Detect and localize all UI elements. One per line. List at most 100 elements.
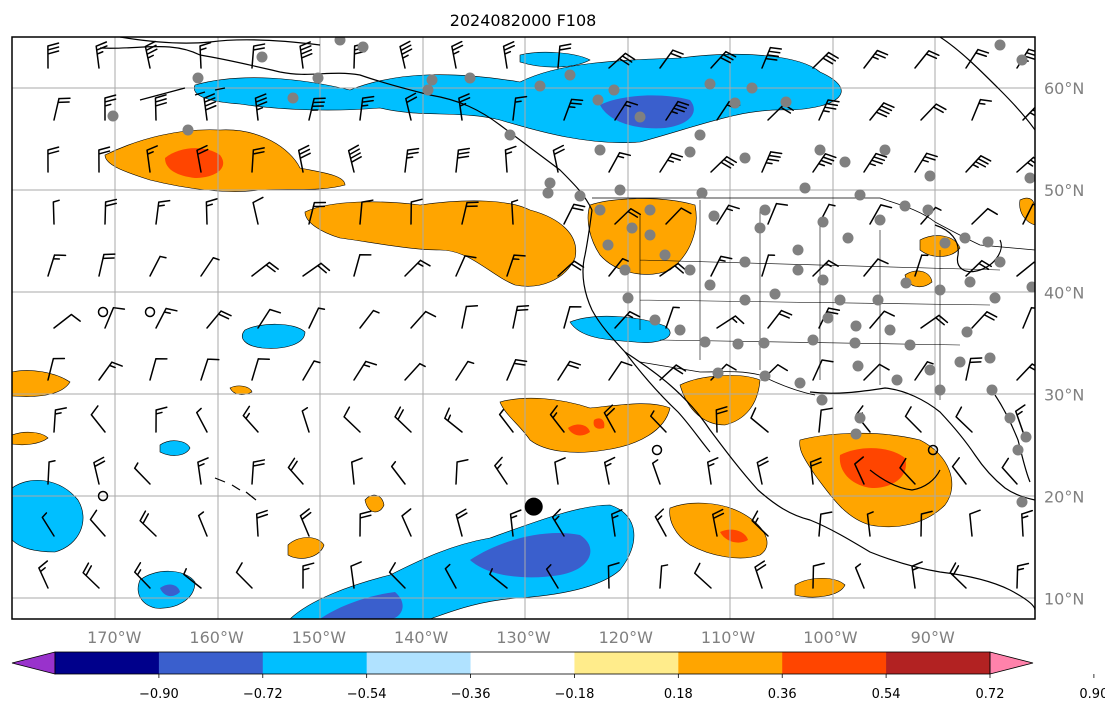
station-dot	[994, 256, 1006, 268]
wind-barb	[350, 457, 363, 485]
anomaly-orange-west-edge	[12, 370, 71, 446]
wind-barb	[716, 204, 740, 225]
lon-tick-label: 160°W	[189, 628, 244, 647]
station-dot	[696, 187, 708, 199]
wind-barb	[251, 43, 266, 69]
anomaly-red-subtropics	[568, 418, 605, 436]
wind-barb	[949, 562, 967, 589]
wind-barb	[195, 407, 208, 433]
wind-barb	[710, 155, 738, 173]
station-dot	[674, 324, 686, 336]
colorbar-tick-label: 0.18	[664, 687, 693, 702]
wind-barb	[82, 562, 100, 589]
station-dot	[924, 170, 936, 182]
wind-barb	[444, 563, 457, 589]
anomaly-red-eastpac	[720, 529, 748, 543]
wind-barb	[818, 99, 840, 121]
station-dot	[904, 339, 916, 351]
wind-barb	[1016, 261, 1035, 277]
station-dot	[357, 41, 369, 53]
station-dot	[989, 292, 1001, 304]
colorbar-segment	[366, 652, 472, 674]
station-dot	[649, 314, 661, 326]
wind-barb	[301, 407, 310, 433]
wind-barb	[308, 201, 327, 225]
colorbar-tick-label: −0.18	[555, 687, 595, 702]
station-dot	[934, 384, 946, 396]
wind-barb	[710, 50, 737, 69]
station-dot	[739, 294, 751, 306]
anomaly-orange-edge-north	[1019, 197, 1035, 226]
station-dot	[614, 184, 626, 196]
wind-barb	[390, 460, 406, 485]
wind-barb	[47, 42, 60, 69]
wind-barb	[812, 51, 839, 69]
station-dot	[619, 264, 631, 276]
wind-barb	[95, 41, 108, 69]
wind-barb	[1014, 404, 1026, 433]
wind-barb	[920, 103, 947, 121]
station-dot	[312, 72, 324, 84]
colorbar-segment	[470, 652, 575, 674]
station-dot	[834, 294, 846, 306]
wind-barb	[506, 254, 526, 277]
station-dot	[799, 182, 811, 194]
wind-barb	[651, 459, 661, 485]
wind-barb	[200, 257, 220, 277]
wind-barb	[608, 257, 629, 277]
wind-barb	[818, 511, 833, 537]
station-dot	[699, 336, 711, 348]
wind-barb	[863, 152, 888, 173]
wind-barb	[359, 309, 380, 329]
station-dot	[1004, 412, 1016, 424]
wind-barb	[155, 307, 178, 329]
station-dot	[769, 288, 781, 300]
wind-barb	[394, 406, 412, 433]
lat-tick-label: 30°N	[1044, 385, 1084, 404]
lat-tick-label: 40°N	[1044, 283, 1084, 302]
wind-barb	[1022, 306, 1035, 329]
wind-barb	[455, 360, 475, 381]
station-dot	[708, 210, 720, 222]
wind-barb	[149, 255, 167, 277]
wind-barb	[654, 508, 667, 537]
wind-barb	[502, 41, 516, 69]
anomaly-blue-southwest-core	[160, 584, 180, 597]
anomaly-blue-tail	[519, 51, 591, 68]
station-dot	[1026, 281, 1035, 293]
station-dot	[739, 256, 751, 268]
wind-barb	[359, 510, 372, 537]
border-canada	[592, 197, 1035, 251]
wind-barb	[359, 199, 374, 225]
wind-barb	[297, 144, 311, 173]
station-dot	[422, 84, 434, 96]
wind-barb	[183, 568, 202, 589]
wind-barb	[302, 262, 331, 277]
wind-barb	[53, 313, 81, 329]
station-dot	[426, 74, 438, 86]
wind-barb	[242, 405, 259, 433]
wind-barb	[489, 568, 508, 589]
wind-barb	[155, 406, 168, 433]
station-dot	[759, 204, 771, 216]
wind-barb	[343, 406, 361, 433]
station-dot	[542, 187, 554, 199]
lat-tick-label: 60°N	[1044, 79, 1084, 98]
wind-barb	[154, 94, 167, 121]
wind-barb	[971, 98, 993, 121]
station-dot	[842, 232, 854, 244]
wind-barb	[458, 93, 471, 121]
station-dot	[287, 92, 299, 104]
station-dot	[934, 284, 946, 296]
wind-barb	[665, 100, 690, 121]
lon-tick-label: 170°W	[87, 628, 142, 647]
wind-barb	[89, 509, 106, 537]
station-dot	[759, 370, 771, 382]
wind-barb	[461, 201, 479, 225]
wind-barb	[461, 305, 479, 329]
station-dot	[1020, 431, 1032, 443]
wind-barb	[359, 95, 375, 121]
station-dot	[704, 78, 716, 90]
colorbar-frame	[54, 651, 991, 675]
